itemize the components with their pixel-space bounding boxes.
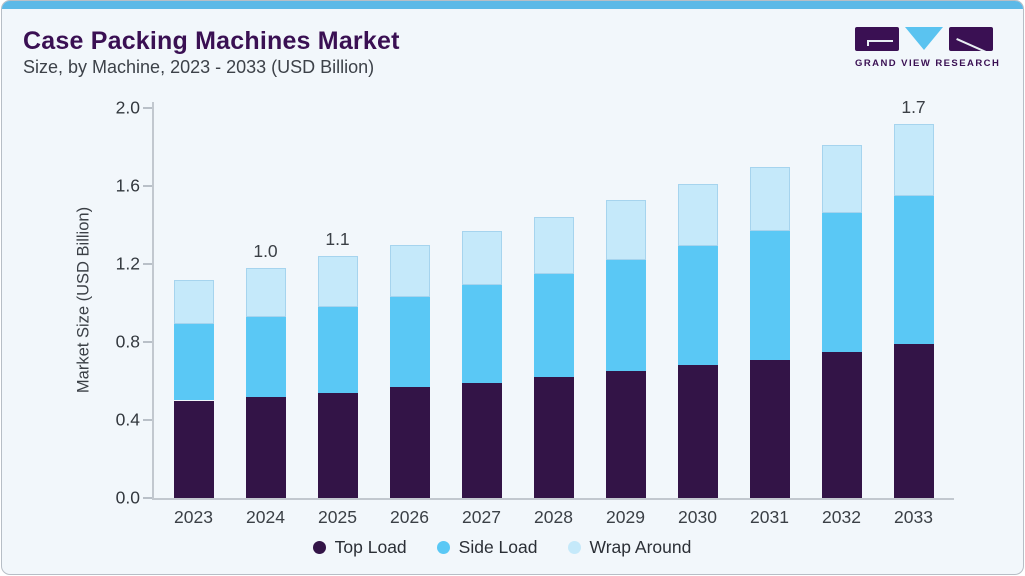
bar-segment-side-load xyxy=(677,246,718,366)
y-tick-label: 0.4 xyxy=(115,409,140,430)
bar-segment-side-load xyxy=(317,306,358,393)
x-axis-label: 2031 xyxy=(750,507,789,527)
grand-view-research-logo: GRAND VIEW RESEARCH xyxy=(855,27,999,69)
bar-segment-side-load xyxy=(533,273,574,378)
y-tick-mark xyxy=(143,497,152,499)
y-tick-label: 2.0 xyxy=(115,97,140,118)
chart-legend: Top Load Side Load Wrap Around xyxy=(2,537,1002,558)
y-axis-title: Market Size (USD Billion) xyxy=(74,206,93,394)
bar-segment-wrap-around xyxy=(677,184,718,247)
bar-segment-top-load xyxy=(389,386,430,498)
bar-segment-wrap-around xyxy=(317,256,358,307)
accent-top-bar xyxy=(2,1,1023,9)
bar-segment-wrap-around xyxy=(533,217,574,274)
legend-swatch-icon xyxy=(436,541,450,554)
bar-segment-wrap-around xyxy=(821,145,862,214)
x-axis-label: 2028 xyxy=(534,507,573,527)
y-tick-mark xyxy=(143,419,152,421)
gvr-g-block-icon xyxy=(855,27,899,51)
x-axis-label: 2026 xyxy=(390,507,429,527)
gvr-v-triangle-icon xyxy=(905,27,943,50)
bar-segment-wrap-around xyxy=(605,199,646,261)
legend-swatch-icon xyxy=(312,541,326,554)
legend-label: Side Load xyxy=(458,537,538,557)
bar-segment-wrap-around xyxy=(749,166,790,231)
bar-segment-top-load xyxy=(461,382,502,498)
legend-label: Top Load xyxy=(334,537,407,557)
bar-segment-side-load xyxy=(461,285,502,383)
bar-segment-top-load xyxy=(245,396,286,498)
bar-segment-top-load xyxy=(677,365,718,498)
legend-swatch-icon xyxy=(567,541,581,554)
y-tick-mark xyxy=(143,185,152,187)
bar-segment-top-load xyxy=(821,351,862,498)
y-axis-line xyxy=(152,102,154,498)
y-tick-mark xyxy=(143,341,152,343)
bar-segment-top-load xyxy=(749,359,790,498)
bar-segment-wrap-around xyxy=(173,279,214,325)
bar-segment-top-load xyxy=(317,392,358,498)
x-axis-label: 2032 xyxy=(822,507,861,527)
bar-segment-side-load xyxy=(245,316,286,397)
bar-value-label: 1.1 xyxy=(325,229,350,250)
gvr-logo-icon xyxy=(855,27,999,52)
y-tick-mark xyxy=(143,263,152,265)
x-axis-label: 2024 xyxy=(246,507,285,527)
y-tick-label: 0.8 xyxy=(115,331,140,352)
bar-value-label: 1.0 xyxy=(253,240,278,261)
legend-item-wrap-around: Wrap Around xyxy=(567,537,692,558)
bar-segment-side-load xyxy=(821,213,862,352)
x-axis-label: 2029 xyxy=(606,507,645,527)
x-axis-label: 2025 xyxy=(318,507,357,527)
legend-item-side-load: Side Load xyxy=(436,537,538,558)
chart-subtitle: Size, by Machine, 2023 - 2033 (USD Billi… xyxy=(23,57,375,77)
y-tick-label: 0.0 xyxy=(115,487,140,508)
bar-segment-side-load xyxy=(893,195,934,344)
x-axis-label: 2030 xyxy=(678,507,717,527)
bar-segment-side-load xyxy=(173,324,214,401)
x-axis-label: 2023 xyxy=(174,507,213,527)
bar-segment-top-load xyxy=(173,400,214,498)
bar-segment-top-load xyxy=(533,377,574,498)
bar-segment-side-load xyxy=(749,230,790,360)
bar-segment-top-load xyxy=(605,371,646,498)
bar-segment-side-load xyxy=(389,297,430,387)
bar-segment-wrap-around xyxy=(461,230,502,286)
bar-segment-top-load xyxy=(893,343,934,498)
y-tick-label: 1.2 xyxy=(115,253,140,274)
y-tick-mark xyxy=(143,107,152,109)
bar-segment-wrap-around xyxy=(893,123,934,196)
x-axis-line xyxy=(152,498,954,500)
x-axis-label: 2027 xyxy=(462,507,501,527)
bar-segment-wrap-around xyxy=(389,244,430,298)
gvr-r-block-icon xyxy=(949,27,993,51)
chart-title: Case Packing Machines Market xyxy=(23,27,400,55)
bar-segment-side-load xyxy=(605,260,646,372)
bar-value-label: 1.7 xyxy=(901,96,926,117)
bar-segment-wrap-around xyxy=(245,267,286,317)
logo-wordmark: GRAND VIEW RESEARCH xyxy=(855,58,1001,69)
y-tick-label: 1.6 xyxy=(115,175,140,196)
legend-label: Wrap Around xyxy=(589,537,692,557)
legend-item-top-load: Top Load xyxy=(312,537,407,558)
x-axis-label: 2033 xyxy=(894,507,933,527)
